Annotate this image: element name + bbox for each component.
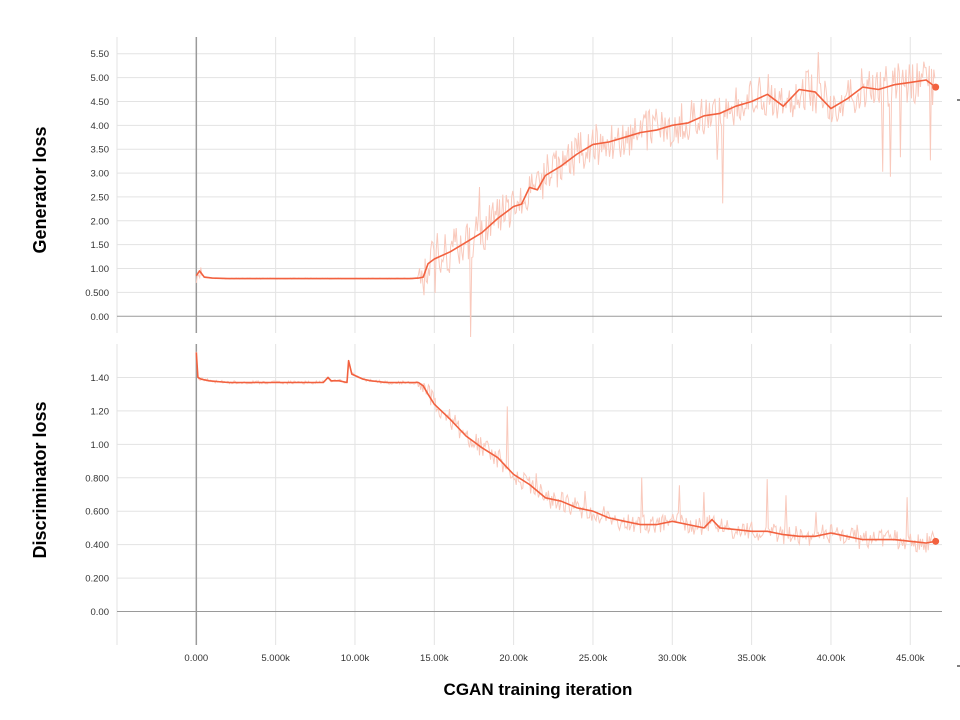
x-tick-label: 45.00k xyxy=(896,653,925,664)
x-tick-label: 30.00k xyxy=(658,653,687,664)
y-tick-label: 0.400 xyxy=(85,540,109,551)
y-tick-label: 0.800 xyxy=(85,473,109,484)
y-tick-label: 3.00 xyxy=(91,169,110,180)
discriminator-loss-ylabel: Discriminator loss xyxy=(30,401,50,558)
y-tick-label: 0.00 xyxy=(91,607,110,618)
y-tick-label: 1.20 xyxy=(91,406,110,417)
x-tick-label: 35.00k xyxy=(737,653,766,664)
discriminator-loss-panel: 0.00 0.200 0.400 0.600 0.800 1.00 1.20 1.40 xyxy=(85,344,942,645)
smoothed-loss-line xyxy=(195,79,937,280)
raw-loss-trace xyxy=(195,351,936,553)
x-axis-tick-labels: 0.000 5.000k 10.00k 15.00k 20.00k 25.00k 30.00… xyxy=(184,653,924,664)
y-tick-label: 1.00 xyxy=(91,440,110,451)
x-tick-label: 40.00k xyxy=(817,653,846,664)
y-tick-label: 1.00 xyxy=(91,264,110,275)
y-tick-label: 5.50 xyxy=(91,49,110,60)
y-tick-label: 0.200 xyxy=(85,574,109,585)
y-tick-label: 2.50 xyxy=(91,192,110,203)
y-tick-label: 3.50 xyxy=(91,145,110,156)
x-tick-label: 25.00k xyxy=(579,653,608,664)
y-tick-label: 4.00 xyxy=(91,121,110,132)
x-tick-label: 0.000 xyxy=(184,653,208,664)
x-tick-label: 20.00k xyxy=(499,653,528,664)
y-tick-label: 5.00 xyxy=(91,73,110,84)
y-tick-label: 1.50 xyxy=(91,240,110,251)
generator-loss-ylabel: Generator loss xyxy=(30,126,50,253)
raw-loss-trace xyxy=(195,51,936,338)
x-tick-label: 10.00k xyxy=(341,653,370,664)
generator-loss-panel: 0.00 0.500 1.00 1.50 2.00 2.50 3.00 3.50 4.00 4.5… xyxy=(85,37,942,338)
y-tick-label: 0.600 xyxy=(85,507,109,518)
y-tick-label: 0.00 xyxy=(91,312,110,323)
x-axis-label: CGAN training iteration xyxy=(444,680,633,699)
y-tick-label: 1.40 xyxy=(91,373,110,384)
y-tick-label: 2.00 xyxy=(91,216,110,227)
y-tick-label: 4.50 xyxy=(91,97,110,108)
x-tick-label: 5.000k xyxy=(261,653,290,664)
last-point-marker xyxy=(932,83,940,91)
last-point-marker xyxy=(932,537,940,545)
x-tick-label: 15.00k xyxy=(420,653,449,664)
smoothed-loss-line xyxy=(195,352,936,544)
y-tick-label: 0.500 xyxy=(85,288,109,299)
